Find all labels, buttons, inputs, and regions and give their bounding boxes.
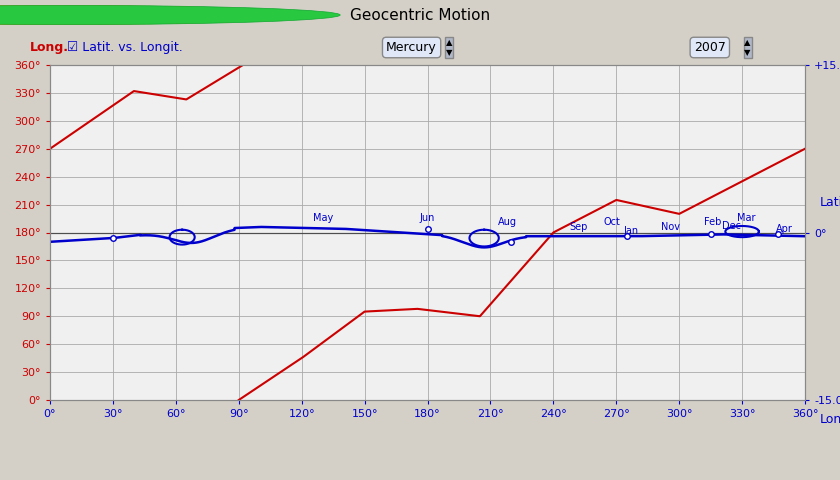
- Text: ▲
▼: ▲ ▼: [744, 38, 751, 57]
- Text: Nov: Nov: [661, 223, 680, 232]
- Text: Aug: Aug: [497, 217, 517, 227]
- Text: Jan: Jan: [623, 226, 638, 236]
- Text: Feb: Feb: [704, 217, 722, 227]
- Text: Mercury: Mercury: [386, 41, 437, 54]
- Circle shape: [0, 5, 315, 24]
- Text: Oct: Oct: [604, 217, 621, 227]
- Text: Mar: Mar: [737, 213, 755, 223]
- Text: 2007: 2007: [694, 41, 726, 54]
- Text: Long.: Long.: [29, 41, 68, 54]
- Circle shape: [0, 5, 340, 24]
- Text: ☑ Latit. vs. Longit.: ☑ Latit. vs. Longit.: [67, 41, 183, 54]
- Text: Jun: Jun: [420, 213, 435, 223]
- Text: ▲
▼: ▲ ▼: [446, 38, 453, 57]
- Text: Latit.: Latit.: [820, 196, 840, 209]
- Text: Dec: Dec: [722, 221, 741, 230]
- Text: Geocentric Motion: Geocentric Motion: [350, 8, 490, 23]
- Text: Apr: Apr: [775, 224, 792, 234]
- Text: May: May: [312, 213, 333, 223]
- Text: Sep: Sep: [570, 223, 588, 232]
- Text: Long.: Long.: [820, 413, 840, 426]
- Circle shape: [0, 5, 290, 24]
